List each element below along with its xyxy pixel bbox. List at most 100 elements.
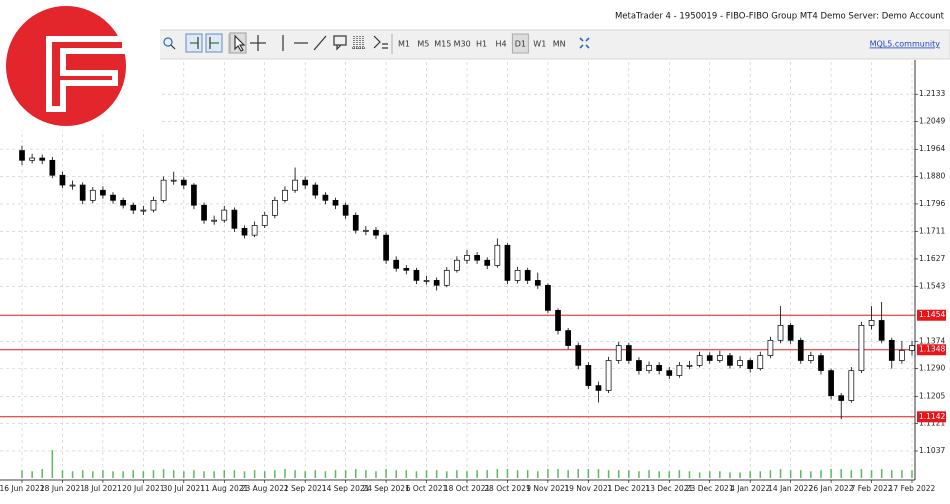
candle-body: [312, 184, 319, 196]
candle-body: [160, 179, 167, 201]
y-tick-label: 1.1121: [919, 419, 945, 428]
candle-body: [292, 179, 298, 191]
mql5-link[interactable]: MQL5.community: [870, 40, 941, 49]
candle-body: [848, 370, 855, 401]
candle-body: [828, 370, 834, 396]
candle-body: [565, 330, 571, 346]
y-tick-label: 1.1205: [919, 391, 945, 400]
candle-body: [19, 150, 25, 161]
timeframe-bar: M1 M5 M15 M30 H1 H4 D1 W1 MN: [398, 33, 566, 54]
x-tick-label: 11 Aug 2021: [200, 484, 248, 493]
candle-body: [808, 355, 814, 361]
level-label: 1.1454: [919, 310, 945, 319]
active-timeframe: [511, 33, 529, 54]
timeframe-button[interactable]: M15: [434, 40, 451, 49]
candle-body: [646, 365, 652, 371]
candle-body: [383, 234, 389, 261]
timeframe-button[interactable]: M1: [398, 40, 410, 49]
y-tick-label: 1.1711: [919, 227, 945, 236]
candle-body: [504, 244, 511, 281]
y-tick-label: 1.2049: [919, 117, 945, 126]
candle-body: [656, 365, 663, 371]
candle-body: [716, 355, 723, 361]
candle-body: [423, 280, 430, 282]
timeframe-button[interactable]: M5: [417, 40, 429, 49]
candle-body: [838, 395, 845, 401]
candle-body: [484, 259, 491, 266]
candle-body: [534, 280, 541, 286]
candle-body: [302, 179, 309, 186]
timeframe-button[interactable]: H1: [476, 40, 487, 49]
candle-body: [322, 194, 329, 201]
x-tick-label: 9 Nov 2021: [526, 484, 569, 493]
level-label-box: [917, 309, 946, 321]
candle-body: [120, 199, 126, 206]
x-tick-label: 6 Oct 2021: [406, 484, 448, 493]
level-label: 1.1142: [919, 412, 945, 421]
candle-body: [767, 339, 774, 356]
candle-body: [888, 339, 895, 361]
candle-body: [858, 324, 865, 371]
candle-body: [605, 360, 612, 391]
timeframe-button[interactable]: M30: [454, 40, 471, 49]
x-tick-label: 28 Jun 2021: [40, 484, 85, 493]
candle-body: [140, 209, 147, 212]
x-tick-label: 17 Feb 2022: [889, 484, 936, 493]
candle-body: [49, 159, 56, 176]
candle-body: [261, 214, 268, 226]
candle-body: [211, 219, 218, 222]
x-tick-label: 19 Nov 2021: [564, 484, 612, 493]
candle-body: [130, 204, 137, 211]
x-tick-label: 1 Dec 2021: [607, 484, 650, 493]
y-tick-label: 1.1964: [919, 144, 945, 153]
candle-body: [454, 259, 460, 271]
candle-body: [39, 157, 46, 161]
y-tick-label: 1.1627: [919, 254, 945, 263]
candle-body: [180, 179, 187, 186]
candle-body: [433, 280, 440, 286]
candle-body: [393, 259, 400, 269]
candle-body: [59, 174, 66, 186]
candle-body: [545, 284, 551, 311]
x-tick-label: 16 Jun 2021: [0, 484, 45, 493]
timeframe-button[interactable]: MN: [553, 40, 566, 49]
x-tick-label: 20 Jul 2021: [122, 484, 165, 493]
x-tick-label: 13 Dec 2021: [645, 484, 693, 493]
candle-body: [443, 269, 450, 286]
broker-logo: [0, 0, 160, 130]
candle-body: [625, 345, 632, 361]
candle-body: [777, 324, 784, 341]
timeframe-button[interactable]: H4: [495, 40, 506, 49]
x-tick-label: 14 Jan 2022: [768, 484, 813, 493]
candle-body: [666, 370, 673, 376]
candle-body: [686, 365, 693, 367]
toolbar-icons: [163, 32, 590, 54]
x-tick-label: 24 Sep 2021: [362, 484, 410, 493]
x-tick-label: 14 Sep 2021: [322, 484, 370, 493]
candle-body: [110, 194, 116, 201]
candle-body: [797, 339, 804, 361]
candle-body: [332, 199, 339, 206]
x-tick-label: 7 Feb 2022: [851, 484, 893, 493]
candle-body: [585, 365, 592, 386]
candle-body: [29, 157, 35, 161]
candle-body: [727, 355, 733, 366]
candle-body: [636, 360, 642, 371]
y-tick-label: 1.1796: [919, 199, 945, 208]
candle-body: [271, 199, 278, 216]
candle-body: [747, 360, 754, 369]
candle-body: [373, 229, 379, 236]
x-tick-label: 4 Jan 2022: [730, 484, 770, 493]
timeframe-button[interactable]: W1: [533, 40, 546, 49]
candle-body: [555, 310, 561, 331]
candle-body: [787, 324, 794, 341]
x-tick-label: 18 Oct 2021: [444, 484, 491, 493]
y-tick-label: 1.1290: [919, 364, 945, 373]
level-label-box: [917, 344, 946, 356]
x-tick-label: 23 Aug 2021: [241, 484, 289, 493]
candle-body: [737, 360, 743, 366]
candle-body: [342, 204, 349, 216]
candle-body: [201, 204, 207, 221]
timeframe-button[interactable]: D1: [515, 40, 526, 49]
